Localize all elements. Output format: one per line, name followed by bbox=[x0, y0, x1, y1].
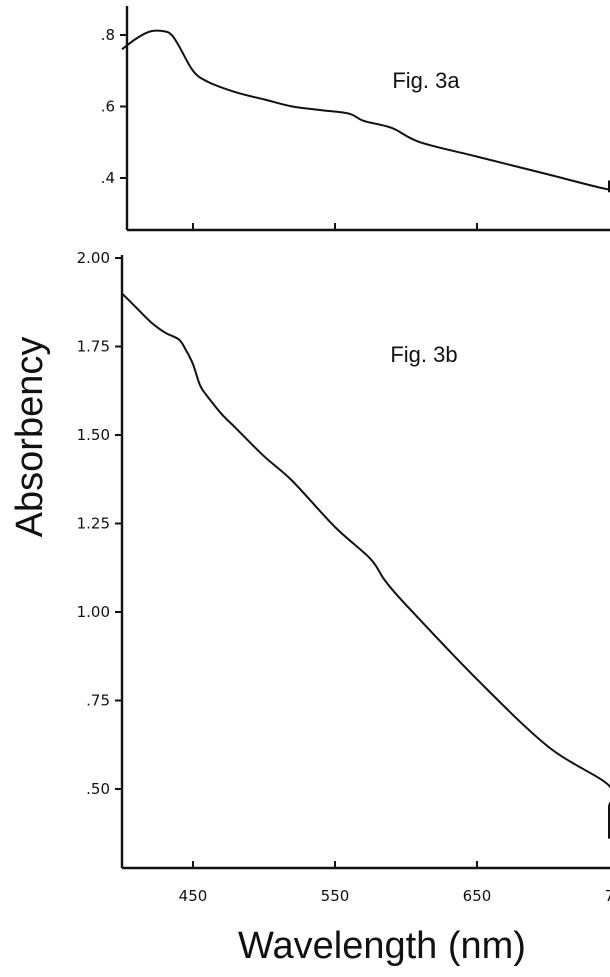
absorbency-curve-b bbox=[121, 292, 610, 839]
y-tick-label-a: .8 bbox=[101, 26, 115, 44]
y-tick-label-b: 2.00 bbox=[77, 249, 110, 267]
x-tick-label: 650 bbox=[463, 887, 492, 905]
y-axis-title: Absorbency bbox=[9, 337, 51, 538]
panel-title-b: Fig. 3b bbox=[390, 342, 457, 367]
y-tick-label-b: .50 bbox=[86, 780, 110, 798]
y-tick-label-a: .6 bbox=[101, 98, 115, 116]
x-tick-label: 450 bbox=[179, 887, 208, 905]
y-tick-label-b: .75 bbox=[86, 692, 110, 710]
y-tick-label-b: 1.00 bbox=[77, 603, 110, 621]
panel-fig-3a: .4 .6 .8 Fig. 3a bbox=[101, 6, 610, 232]
y-tick-label-a: .4 bbox=[101, 169, 115, 187]
absorbency-curve-a bbox=[121, 29, 610, 193]
panel-title-a: Fig. 3a bbox=[392, 68, 460, 93]
y-tick-label-b: 1.75 bbox=[77, 338, 110, 356]
panel-fig-3b: .50 .75 1.00 1.25 1.50 1.75 2.00 450 550 650 750 Fi… bbox=[77, 249, 610, 905]
x-axis-title: Wavelength (nm) bbox=[238, 925, 526, 967]
y-tick-label-b: 1.25 bbox=[77, 515, 110, 533]
x-tick-label: 550 bbox=[321, 887, 350, 905]
y-tick-label-b: 1.50 bbox=[77, 426, 110, 444]
x-tick-label: 750 bbox=[605, 887, 610, 905]
